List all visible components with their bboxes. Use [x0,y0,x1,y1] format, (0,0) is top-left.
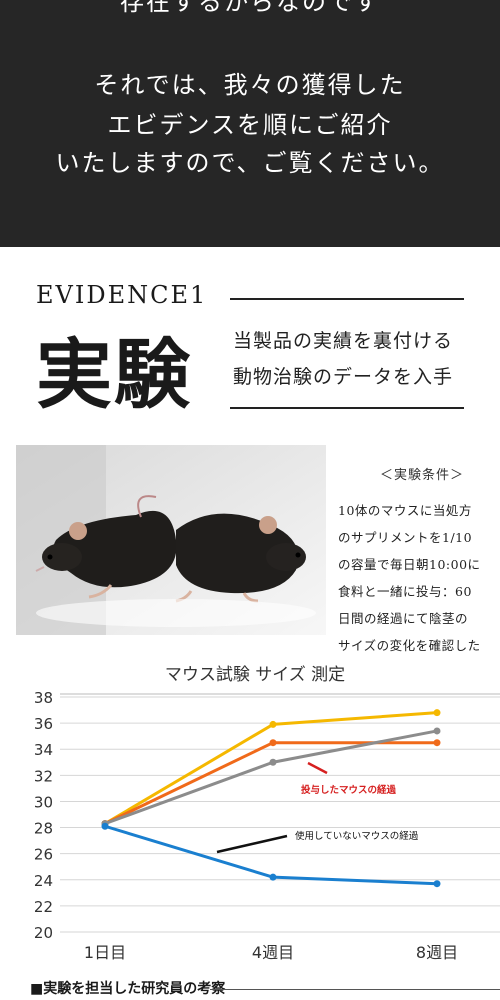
data-point [433,727,441,735]
conditions-line: の容量で毎日朝10:00に [338,557,481,572]
y-tick-label: 22 [34,898,53,916]
intro-line-1: 存在するからなのです [120,0,380,16]
conditions-line: 食料と一緒に投与：60 [338,584,472,599]
annotation-pointer [216,834,288,854]
annotation-label: 投与したマウスの経過 [301,784,397,796]
data-point [269,720,277,728]
y-tick-label: 36 [34,715,53,733]
evidence-subtitle-2: 動物治験のデータを入手 [233,366,454,388]
y-tick-label: 32 [34,767,53,785]
evidence-title: 実験 [36,330,192,419]
data-point [101,822,109,830]
data-point [433,739,441,747]
y-tick-label: 30 [34,793,53,811]
y-tick-label: 38 [34,689,53,707]
y-tick-label: 28 [34,820,53,838]
divider [230,298,464,300]
conditions-line: のサプリメントを1/10 [338,530,473,545]
y-tick-label: 26 [34,846,53,864]
mice-illustration [16,445,326,635]
researcher-notes-heading: ■実験を担当した研究員の考察 [30,981,226,997]
x-tick-label: 1日目 [84,943,126,962]
data-point [269,758,277,766]
divider [210,989,500,990]
intro-banner: 存在するからなのです それでは、我々の獲得した エビデンスを順にご紹介 いたしま… [0,0,500,247]
conditions-line: 日間の経過にて陰茎の [338,611,469,626]
y-tick-label: 24 [34,872,53,890]
evidence-label: EVIDENCE1 [36,281,208,309]
conditions-line: 10体のマウスに当処方 [338,503,472,518]
size-line-chart: マウス試験 サイズ 測定 20 22 24 26 28 30 32 34 36 38 1日目 4週目… [34,665,500,962]
x-tick-label: 4週目 [252,943,294,962]
annotation-pointer [307,761,328,775]
series-line [104,741,437,825]
evidence-subtitle-1: 当製品の実績を裏付ける [233,330,454,352]
intro-line-3: エビデンスを順にご紹介 [107,111,393,139]
divider [230,407,464,409]
intro-line-4: いたしますので、ご覧ください。 [55,149,445,177]
conditions-line: サイズの変化を確認した [338,638,481,653]
intro-line-2: それでは、我々の獲得した [94,71,406,99]
conditions-heading: ＜実験条件＞ [380,468,465,483]
y-tick-label: 20 [34,924,53,942]
data-point [433,880,441,888]
x-tick-label: 8週目 [416,943,458,962]
data-point [269,873,277,881]
data-point [433,709,441,717]
y-tick-label: 34 [34,741,53,759]
chart-title: マウス試験 サイズ 測定 [165,665,345,685]
data-point [269,739,277,747]
mice-photo [16,445,326,635]
annotation-label: 使用していないマウスの経過 [295,830,419,842]
